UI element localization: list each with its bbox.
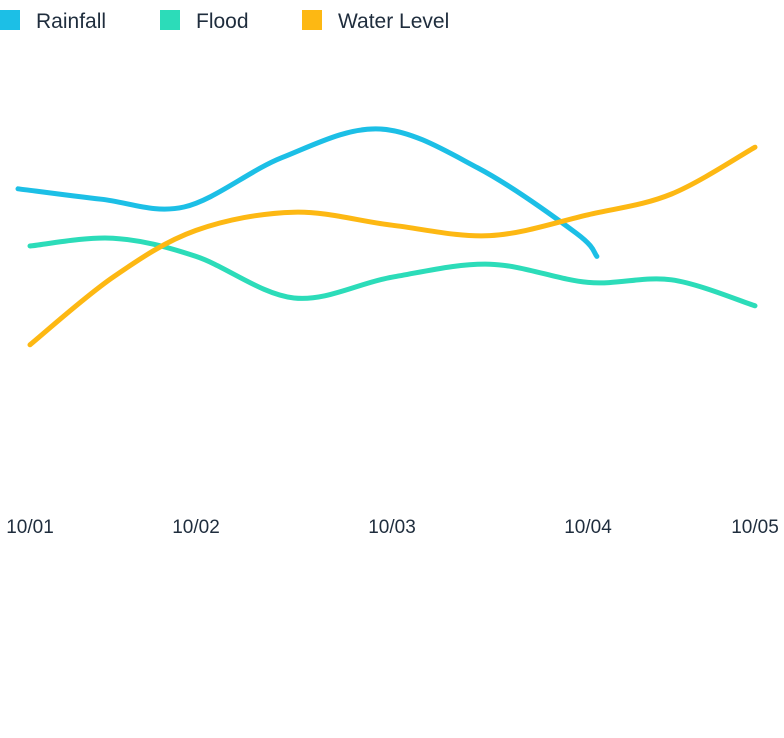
x-axis-tick-labels: 10/01 10/02 10/03 10/04 10/05 (6, 517, 779, 538)
legend-swatch-rainfall (0, 10, 20, 30)
data-point-flood-1[interactable] (107, 232, 119, 244)
data-point-water-level-3[interactable] (288, 206, 300, 218)
legend-item-flood[interactable]: Flood (160, 10, 249, 33)
legend-label-flood: Flood (196, 10, 249, 33)
data-point-flood-2[interactable] (190, 250, 202, 262)
x-tick-label: 10/05 (731, 517, 779, 538)
series-line-flood[interactable] (27, 235, 758, 309)
data-point-flood-3[interactable] (288, 292, 300, 304)
data-point-rainfall-1[interactable] (95, 193, 107, 205)
legend-item-water-level[interactable]: Water Level (302, 10, 449, 33)
legend-label-rainfall: Rainfall (36, 10, 106, 33)
data-point-water-level-0[interactable] (24, 339, 36, 351)
legend-swatch-water-level (302, 10, 322, 30)
data-point-water-level-8[interactable] (749, 141, 761, 153)
data-point-rainfall-3[interactable] (276, 152, 288, 164)
data-point-rainfall-4[interactable] (374, 123, 386, 135)
data-point-flood-0[interactable] (24, 240, 36, 252)
data-point-rainfall-5[interactable] (472, 162, 484, 174)
series-lines (12, 123, 761, 351)
legend: Rainfall Flood Water Level (0, 10, 449, 33)
data-point-water-level-2[interactable] (190, 224, 202, 236)
legend-swatch-flood (160, 10, 180, 30)
data-point-rainfall-0[interactable] (12, 183, 24, 195)
data-point-rainfall-6[interactable] (570, 227, 582, 239)
series-line-rainfall[interactable] (15, 126, 600, 259)
data-point-water-level-7[interactable] (666, 188, 678, 200)
legend-item-rainfall[interactable]: Rainfall (0, 10, 106, 33)
x-tick-label: 10/02 (172, 517, 220, 538)
data-point-water-level-5[interactable] (484, 230, 496, 242)
x-tick-label: 10/01 (6, 517, 54, 538)
data-point-water-level-1[interactable] (107, 271, 119, 283)
x-tick-label: 10/04 (564, 517, 612, 538)
data-point-rainfall-7[interactable] (591, 250, 603, 262)
data-point-water-level-4[interactable] (386, 219, 398, 231)
data-point-flood-6[interactable] (582, 276, 594, 288)
data-point-flood-4[interactable] (386, 271, 398, 283)
data-point-flood-5[interactable] (484, 258, 496, 270)
series-line-water-level[interactable] (27, 144, 758, 348)
data-point-flood-7[interactable] (666, 274, 678, 286)
x-tick-label: 10/03 (368, 517, 416, 538)
legend-label-water-level: Water Level (338, 10, 449, 33)
data-point-flood-8[interactable] (749, 300, 761, 312)
data-point-rainfall-2[interactable] (178, 201, 190, 213)
data-point-water-level-6[interactable] (582, 209, 594, 221)
